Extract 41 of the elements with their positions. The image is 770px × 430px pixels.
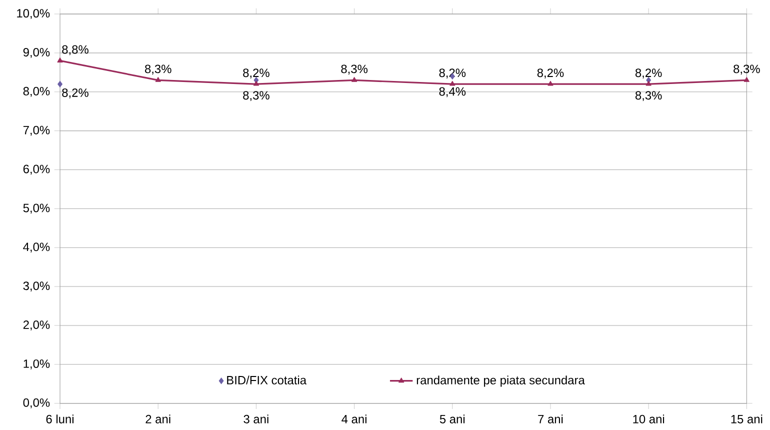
data-label: 8,8% [62,45,88,56]
y-tick-label: 8,0% [23,86,50,97]
data-label: 8,2% [635,68,662,78]
data-label: 8,3% [635,91,662,101]
x-tick-label: 15 ani [731,414,762,424]
point [646,80,652,86]
x-tick-label: 3 ani [244,414,268,424]
point [58,80,62,88]
y-tick-label: 9,0% [23,48,50,58]
data-label: 8,4% [439,87,466,98]
data-label: 8,3% [243,91,270,101]
data-label: 8,3% [734,64,760,75]
x-tick-label: 2 ani [146,414,170,424]
point [253,80,259,86]
y-tick-label: 10,0% [17,9,50,19]
point [351,76,358,82]
y-tick-label: 6,0% [23,164,50,175]
point [744,76,750,82]
point [548,80,554,86]
point [155,76,161,82]
point [450,80,456,86]
x-tick-label: 4 ani [342,414,366,424]
x-tick-label: 6 luni [46,414,74,424]
point [57,58,63,62]
x-tick-label: 5 ani [440,414,465,424]
y-tick-label: 2,0% [23,320,50,330]
legend-label: BID/FIX cotatia [227,376,307,384]
y-tick-label: 4,0% [23,242,50,253]
y-tick-label: 3,0% [23,282,50,292]
data-label: 8,3% [341,64,368,75]
data-label: 8,2% [243,68,270,78]
y-tick-label: 0,0% [23,398,50,408]
data-label: 8,3% [145,64,172,75]
y-tick-label: 5,0% [23,204,50,214]
legend-label: randamente pe piata secundara [416,376,585,387]
data-label: 8,2% [537,68,564,78]
data-label: 8,2% [62,88,88,98]
x-tick-label: 7 ani [538,414,563,424]
x-tick-label: 10 ani [633,414,664,424]
y-tick-label: 1,0% [24,359,50,370]
y-tick-label: 7,0% [23,126,50,136]
